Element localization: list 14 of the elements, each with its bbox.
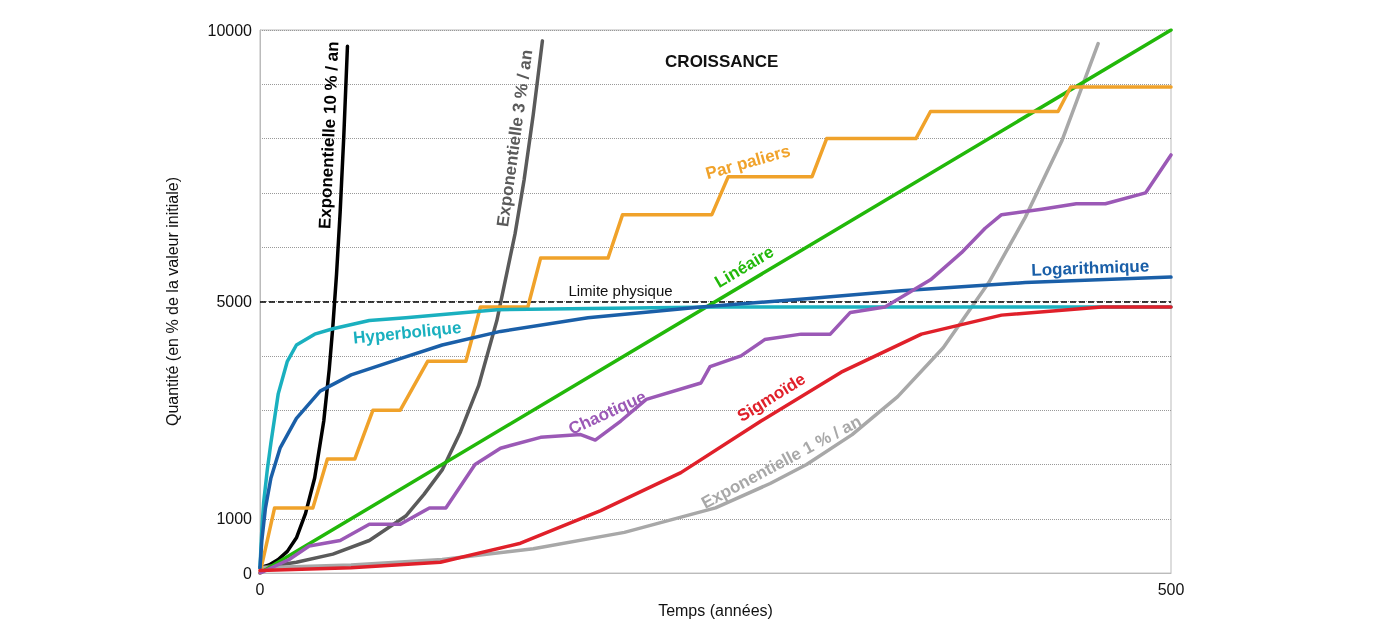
y-axis-title: Quantité (en % de la valeur initiale) bbox=[163, 177, 181, 427]
x-tick-label: 500 bbox=[1157, 580, 1185, 598]
y-tick-label: 1000 bbox=[216, 510, 253, 528]
ref-line-label: Limite physique bbox=[568, 281, 673, 299]
text: CROISSANCE bbox=[665, 52, 779, 71]
annotation: Exponentielle 10 % / an bbox=[315, 40, 343, 230]
annotation: Exponentielle 3 % / an bbox=[493, 48, 537, 228]
annotation: Hyperbolique bbox=[352, 317, 463, 348]
annotation: Logarithmique bbox=[1030, 256, 1150, 280]
y-tick-label: 10000 bbox=[207, 21, 253, 39]
y-tick-label: 5000 bbox=[216, 293, 253, 311]
x-axis-title: Temps (années) bbox=[658, 601, 773, 619]
y-tick-label: 0 bbox=[243, 564, 253, 582]
annotation: Par paliers bbox=[703, 141, 793, 184]
